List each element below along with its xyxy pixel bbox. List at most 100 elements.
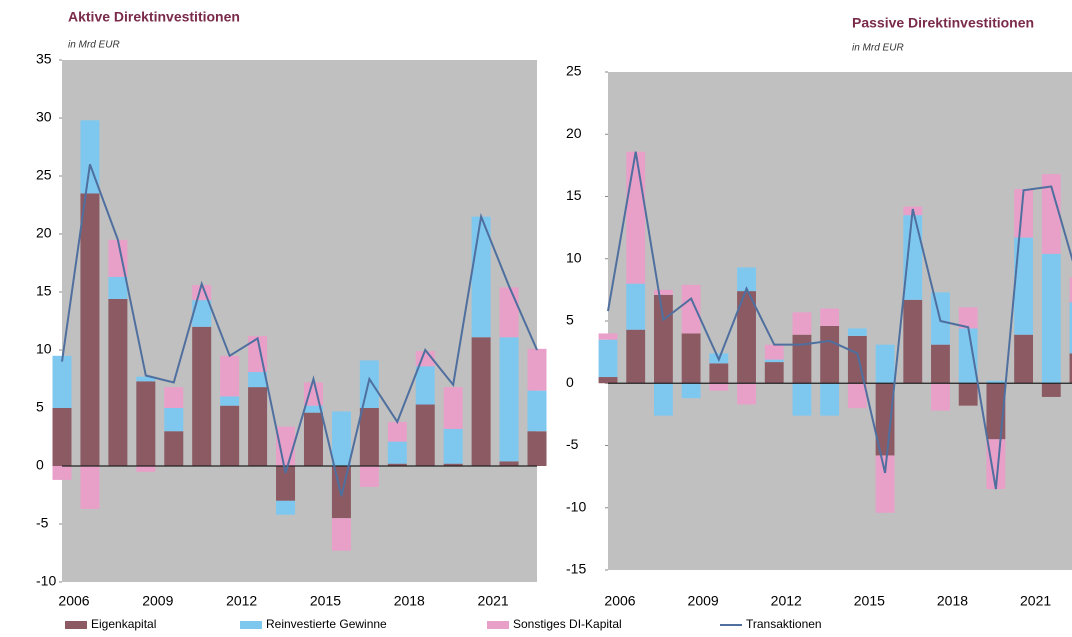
bar: [653, 294, 673, 384]
bar: [598, 377, 618, 384]
bar: [499, 337, 519, 462]
bar: [792, 383, 812, 416]
y-tick-label: 10: [566, 249, 582, 265]
bar: [331, 518, 351, 551]
bar: [847, 335, 867, 384]
y-tick-label: 10: [36, 341, 52, 357]
bar: [1069, 302, 1072, 354]
y-tick-label: 35: [36, 51, 52, 67]
bar: [499, 461, 519, 466]
bar: [820, 383, 840, 416]
bar: [792, 334, 812, 384]
x-tick-label: 2018: [937, 593, 968, 609]
bar: [986, 380, 1006, 384]
bar: [1014, 237, 1034, 335]
legend-label: Reinvestierte Gewinne: [266, 617, 387, 631]
x-tick-label: 2012: [771, 593, 802, 609]
y-tick-label: -10: [36, 573, 56, 589]
y-tick-label: 25: [36, 167, 52, 183]
y-tick-label: -5: [566, 436, 579, 452]
y-tick-label: 30: [36, 109, 52, 125]
bar: [276, 466, 296, 501]
bar: [626, 151, 646, 284]
bar: [875, 455, 895, 513]
bar: [626, 329, 646, 384]
x-tick-label: 2009: [142, 593, 173, 609]
legend-swatch: [487, 621, 509, 629]
x-tick-label: 2021: [478, 593, 509, 609]
y-tick-label: 15: [566, 187, 582, 203]
bar: [681, 284, 701, 334]
bar: [1014, 189, 1034, 238]
bar: [1014, 334, 1034, 384]
bar: [847, 383, 867, 409]
bar: [387, 421, 407, 442]
y-tick-label: 0: [566, 374, 574, 390]
bar: [443, 387, 463, 429]
bar: [164, 387, 184, 408]
bar: [192, 300, 212, 327]
bar: [164, 431, 184, 466]
bar: [598, 339, 618, 378]
bar: [415, 404, 435, 466]
bar: [1041, 174, 1061, 254]
bar: [1041, 253, 1061, 384]
bar: [931, 383, 950, 411]
bar: [303, 412, 323, 466]
bar: [527, 390, 547, 432]
y-tick-label: -10: [566, 498, 586, 514]
bar: [737, 291, 756, 384]
bar: [52, 355, 72, 408]
bar: [792, 312, 812, 335]
legend-swatch: [65, 621, 87, 629]
plot-area: [62, 60, 537, 582]
bar: [415, 366, 435, 405]
bar: [598, 333, 618, 340]
bar: [986, 383, 1006, 440]
legend-swatch: [240, 621, 262, 629]
bar: [108, 276, 128, 299]
bar: [80, 466, 100, 509]
bar: [1069, 353, 1072, 384]
y-tick-label: 15: [36, 283, 52, 299]
bar: [626, 283, 646, 330]
bar: [931, 344, 950, 384]
bar: [220, 355, 240, 397]
chart-title: Aktive Direktinvestitionen: [68, 9, 240, 25]
legend-label: Transaktionen: [746, 617, 822, 631]
y-tick-label: 20: [36, 225, 52, 241]
x-tick-label: 2006: [604, 593, 635, 609]
bar: [737, 383, 756, 405]
legend-label: Eigenkapital: [91, 617, 156, 631]
plot: [52, 59, 547, 583]
bar: [681, 383, 701, 399]
x-tick-label: 2009: [688, 593, 719, 609]
bar: [1041, 383, 1061, 397]
y-tick-label: 5: [36, 399, 44, 415]
chart-subtitle: in Mrd EUR: [852, 43, 904, 54]
chart-subtitle: in Mrd EUR: [68, 40, 120, 51]
bar: [136, 381, 156, 466]
bar: [248, 372, 268, 388]
chart-title: Passive Direktinvestitionen: [852, 15, 1034, 31]
bar: [958, 328, 978, 384]
x-tick-label: 2018: [394, 593, 425, 609]
bar: [709, 363, 729, 384]
bar: [331, 411, 351, 466]
bar: [164, 408, 184, 432]
bar: [527, 348, 547, 391]
bar: [875, 344, 895, 384]
bar: [737, 267, 756, 292]
bar: [52, 466, 72, 480]
y-tick-label: 5: [566, 312, 574, 328]
bar: [80, 193, 100, 466]
y-tick-label: 20: [566, 125, 582, 141]
bar: [958, 307, 978, 329]
bar: [443, 463, 463, 466]
bar: [136, 376, 156, 382]
bar: [359, 360, 379, 408]
bar: [527, 431, 547, 466]
bar: [303, 405, 323, 413]
line: [61, 164, 538, 497]
